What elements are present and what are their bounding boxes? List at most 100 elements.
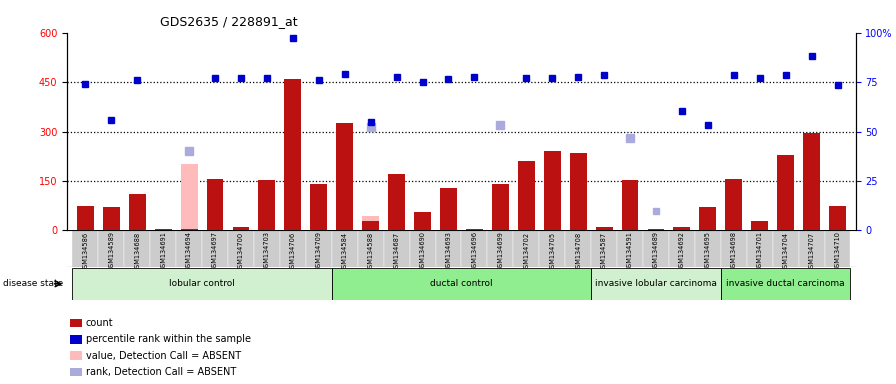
Bar <box>596 227 613 230</box>
Bar <box>362 220 379 230</box>
Bar <box>254 230 280 267</box>
Text: invasive lobular carcinoma: invasive lobular carcinoma <box>595 279 717 288</box>
Text: value, Detection Call = ABSENT: value, Detection Call = ABSENT <box>86 351 241 361</box>
Bar <box>151 230 177 267</box>
Bar <box>258 180 275 230</box>
Bar <box>332 268 591 300</box>
Text: GDS2635 / 228891_at: GDS2635 / 228891_at <box>159 15 297 28</box>
Text: ductal control: ductal control <box>430 279 493 288</box>
Text: GSM134584: GSM134584 <box>341 232 348 271</box>
Bar <box>700 207 716 230</box>
Bar <box>336 123 353 230</box>
Bar <box>492 215 509 230</box>
Bar <box>695 230 720 267</box>
Bar <box>388 174 405 230</box>
Bar <box>77 206 94 230</box>
Text: GSM134695: GSM134695 <box>705 232 711 271</box>
Bar <box>155 229 172 230</box>
Bar <box>310 184 327 230</box>
Text: GSM134707: GSM134707 <box>808 232 814 271</box>
Bar <box>284 79 301 230</box>
Bar <box>414 212 431 230</box>
Bar <box>492 184 509 230</box>
Bar <box>803 133 820 230</box>
Text: GSM134591: GSM134591 <box>627 232 633 271</box>
Bar <box>125 230 151 267</box>
Text: GSM134696: GSM134696 <box>471 232 478 271</box>
Bar <box>798 230 824 267</box>
Text: percentile rank within the sample: percentile rank within the sample <box>86 334 251 344</box>
Bar <box>207 179 223 230</box>
Bar <box>181 164 197 230</box>
Bar <box>332 230 358 267</box>
Text: GSM134688: GSM134688 <box>134 232 141 271</box>
Bar <box>544 151 561 230</box>
Text: GSM134687: GSM134687 <box>393 232 400 271</box>
Text: GSM134694: GSM134694 <box>186 232 192 271</box>
Bar <box>777 155 794 230</box>
Bar <box>674 227 690 230</box>
Bar <box>73 268 332 300</box>
Text: GSM134693: GSM134693 <box>445 232 452 271</box>
Text: GSM134709: GSM134709 <box>315 232 322 271</box>
Bar <box>358 230 383 267</box>
Bar <box>591 268 720 300</box>
Text: GSM134701: GSM134701 <box>757 232 762 271</box>
Text: GSM134690: GSM134690 <box>419 232 426 271</box>
Bar <box>622 215 639 230</box>
Text: GSM134703: GSM134703 <box>264 232 270 271</box>
Bar <box>181 229 197 230</box>
Bar <box>280 230 306 267</box>
Bar <box>648 229 665 230</box>
Text: invasive ductal carcinoma: invasive ductal carcinoma <box>727 279 845 288</box>
Bar <box>99 230 125 267</box>
Bar <box>570 153 587 230</box>
Bar <box>539 230 565 267</box>
Bar <box>129 194 146 230</box>
Bar <box>177 230 202 267</box>
Bar <box>746 230 772 267</box>
Bar <box>202 230 228 267</box>
Bar <box>726 179 742 230</box>
Text: GSM134704: GSM134704 <box>782 232 788 271</box>
Bar <box>73 230 99 267</box>
Text: GSM134586: GSM134586 <box>82 232 89 271</box>
Bar <box>362 215 379 230</box>
Bar <box>772 230 798 267</box>
Bar <box>643 230 669 267</box>
Text: GSM134700: GSM134700 <box>238 232 244 271</box>
Bar <box>440 187 457 230</box>
Text: GSM134587: GSM134587 <box>601 232 607 271</box>
Bar <box>751 220 768 230</box>
Bar <box>383 230 409 267</box>
Bar <box>228 230 254 267</box>
Text: rank, Detection Call = ABSENT: rank, Detection Call = ABSENT <box>86 367 237 377</box>
Bar <box>70 319 82 327</box>
Bar <box>622 180 639 230</box>
Text: lobular control: lobular control <box>169 279 235 288</box>
Bar <box>720 230 746 267</box>
Bar <box>720 268 850 300</box>
Bar <box>306 230 332 267</box>
Bar <box>103 207 120 230</box>
Text: GSM134710: GSM134710 <box>834 232 840 271</box>
Text: GSM134697: GSM134697 <box>212 232 218 271</box>
Text: GSM134708: GSM134708 <box>575 232 582 271</box>
Bar <box>487 230 513 267</box>
Text: GSM134692: GSM134692 <box>679 232 685 271</box>
Bar <box>565 230 591 267</box>
Text: count: count <box>86 318 114 328</box>
Text: GSM134689: GSM134689 <box>653 232 659 271</box>
Bar <box>435 230 461 267</box>
Bar <box>669 230 695 267</box>
Text: GSM134698: GSM134698 <box>731 232 737 271</box>
Bar <box>70 368 82 376</box>
Bar <box>617 230 643 267</box>
Bar <box>466 229 483 230</box>
Bar <box>518 161 535 230</box>
Text: GSM134702: GSM134702 <box>523 232 530 271</box>
Text: GSM134589: GSM134589 <box>108 232 115 271</box>
Bar <box>591 230 617 267</box>
Bar <box>233 227 249 230</box>
Text: GSM134706: GSM134706 <box>289 232 296 271</box>
